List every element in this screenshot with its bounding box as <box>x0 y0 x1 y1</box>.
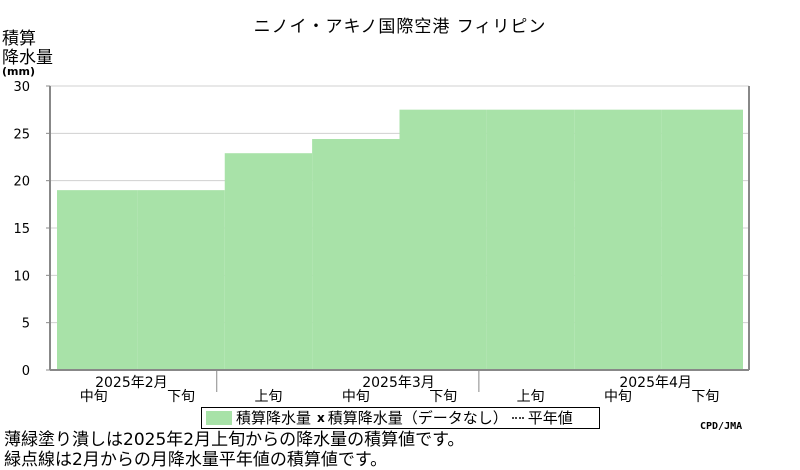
y-tick-label: 30 <box>13 80 30 95</box>
x-month-label: 2025年4月 <box>619 375 692 391</box>
legend-filled-label: 積算降水量 <box>236 409 312 427</box>
y-tick-label: 15 <box>13 222 30 237</box>
legend-normal-label: 平年値 <box>527 409 573 427</box>
area-segment <box>312 139 400 370</box>
area-segment <box>486 109 575 371</box>
y-tick-label: 25 <box>13 127 30 142</box>
x-tick-label: 上旬 <box>517 389 545 405</box>
legend-x-mark: x <box>317 411 325 425</box>
y-tick-label: 20 <box>13 175 30 190</box>
y-axis-label-line2: 降水量 <box>2 48 53 68</box>
area-segment <box>574 109 662 371</box>
note-line-1: 薄緑塗り潰しは2025年2月上旬からの降水量の積算値です。 <box>4 430 465 450</box>
x-month-label: 2025年3月 <box>362 375 435 391</box>
y-tick-label: 10 <box>13 269 30 284</box>
legend-dotted-line <box>511 417 524 419</box>
area-segment <box>57 190 138 370</box>
legend-fill-swatch <box>206 411 232 425</box>
x-tick-label: 中旬 <box>342 389 370 405</box>
y-tick-label: 5 <box>22 317 30 332</box>
y-axis-unit: (mm) <box>2 65 35 78</box>
x-month-label: 2025年2月 <box>95 375 168 391</box>
note-line-2: 緑点線は2月からの月降水量平年値の積算値です。 <box>4 450 388 470</box>
y-axis-label-line1: 積算 <box>2 29 36 49</box>
legend: 積算降水量 x 積算降水量（データなし） 平年値 <box>201 407 600 429</box>
area-segment <box>399 109 487 371</box>
area-segment <box>661 109 743 371</box>
y-tick-label: 0 <box>22 364 30 379</box>
credit: CPD/JMA <box>700 421 743 432</box>
x-tick-label: 下旬 <box>167 389 195 405</box>
x-tick-label: 中旬 <box>604 389 632 405</box>
x-tick-label: 下旬 <box>691 389 719 405</box>
area-segment <box>137 190 225 370</box>
chart-title: ニノイ・アキノ国際空港 フィリピン <box>253 17 547 37</box>
x-tick-label: 中旬 <box>80 389 108 405</box>
x-tick-label: 上旬 <box>254 389 282 405</box>
legend-missing-label: 積算降水量（データなし） <box>327 409 508 427</box>
x-tick-label: 下旬 <box>429 389 457 405</box>
area-segment <box>224 153 313 370</box>
